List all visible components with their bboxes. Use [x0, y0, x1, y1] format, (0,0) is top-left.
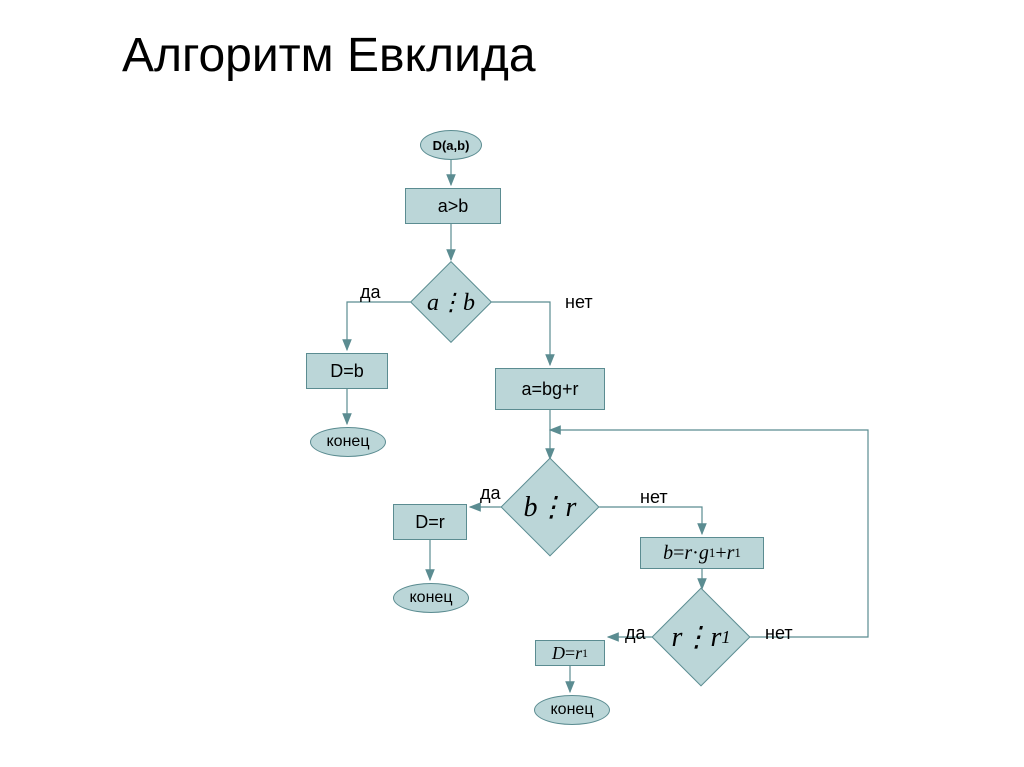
edge-label-dec3_yes: да [625, 623, 646, 644]
node-end2: конец [393, 583, 469, 613]
flowchart-canvas: Алгоритм Евклида D(a,b) a>b a⋮b D=b конец a=b… [0, 0, 1024, 767]
arrow [483, 302, 550, 365]
edge-label-dec1_yes: да [360, 282, 381, 303]
node-start: D(a,b) [420, 130, 482, 160]
page-title: Алгоритм Евклида [122, 28, 536, 83]
node-abgr: a=bg+r [495, 368, 605, 410]
node-end3: конец [534, 695, 610, 725]
node-d_eq_r1: D = r1 [535, 640, 605, 666]
arrow [347, 302, 419, 350]
node-label-dec1: a⋮b [422, 273, 480, 331]
node-d_eq_b: D=b [306, 353, 388, 389]
node-label-dec3: r⋮r1 [666, 602, 736, 672]
edge-label-dec2_no: нет [640, 487, 668, 508]
edge-label-dec1_no: нет [565, 292, 593, 313]
node-dec2: b⋮r [515, 472, 585, 542]
node-d_eq_r: D=r [393, 504, 467, 540]
node-end1: конец [310, 427, 386, 457]
node-ab_gt: a>b [405, 188, 501, 224]
edge-label-dec2_yes: да [480, 483, 501, 504]
node-dec1: a⋮b [422, 273, 480, 331]
arrow [589, 507, 702, 534]
node-brg: b = r · g1 + r1 [640, 537, 764, 569]
node-dec3: r⋮r1 [666, 602, 736, 672]
edge-label-dec3_no: нет [765, 623, 793, 644]
node-label-dec2: b⋮r [515, 472, 585, 542]
